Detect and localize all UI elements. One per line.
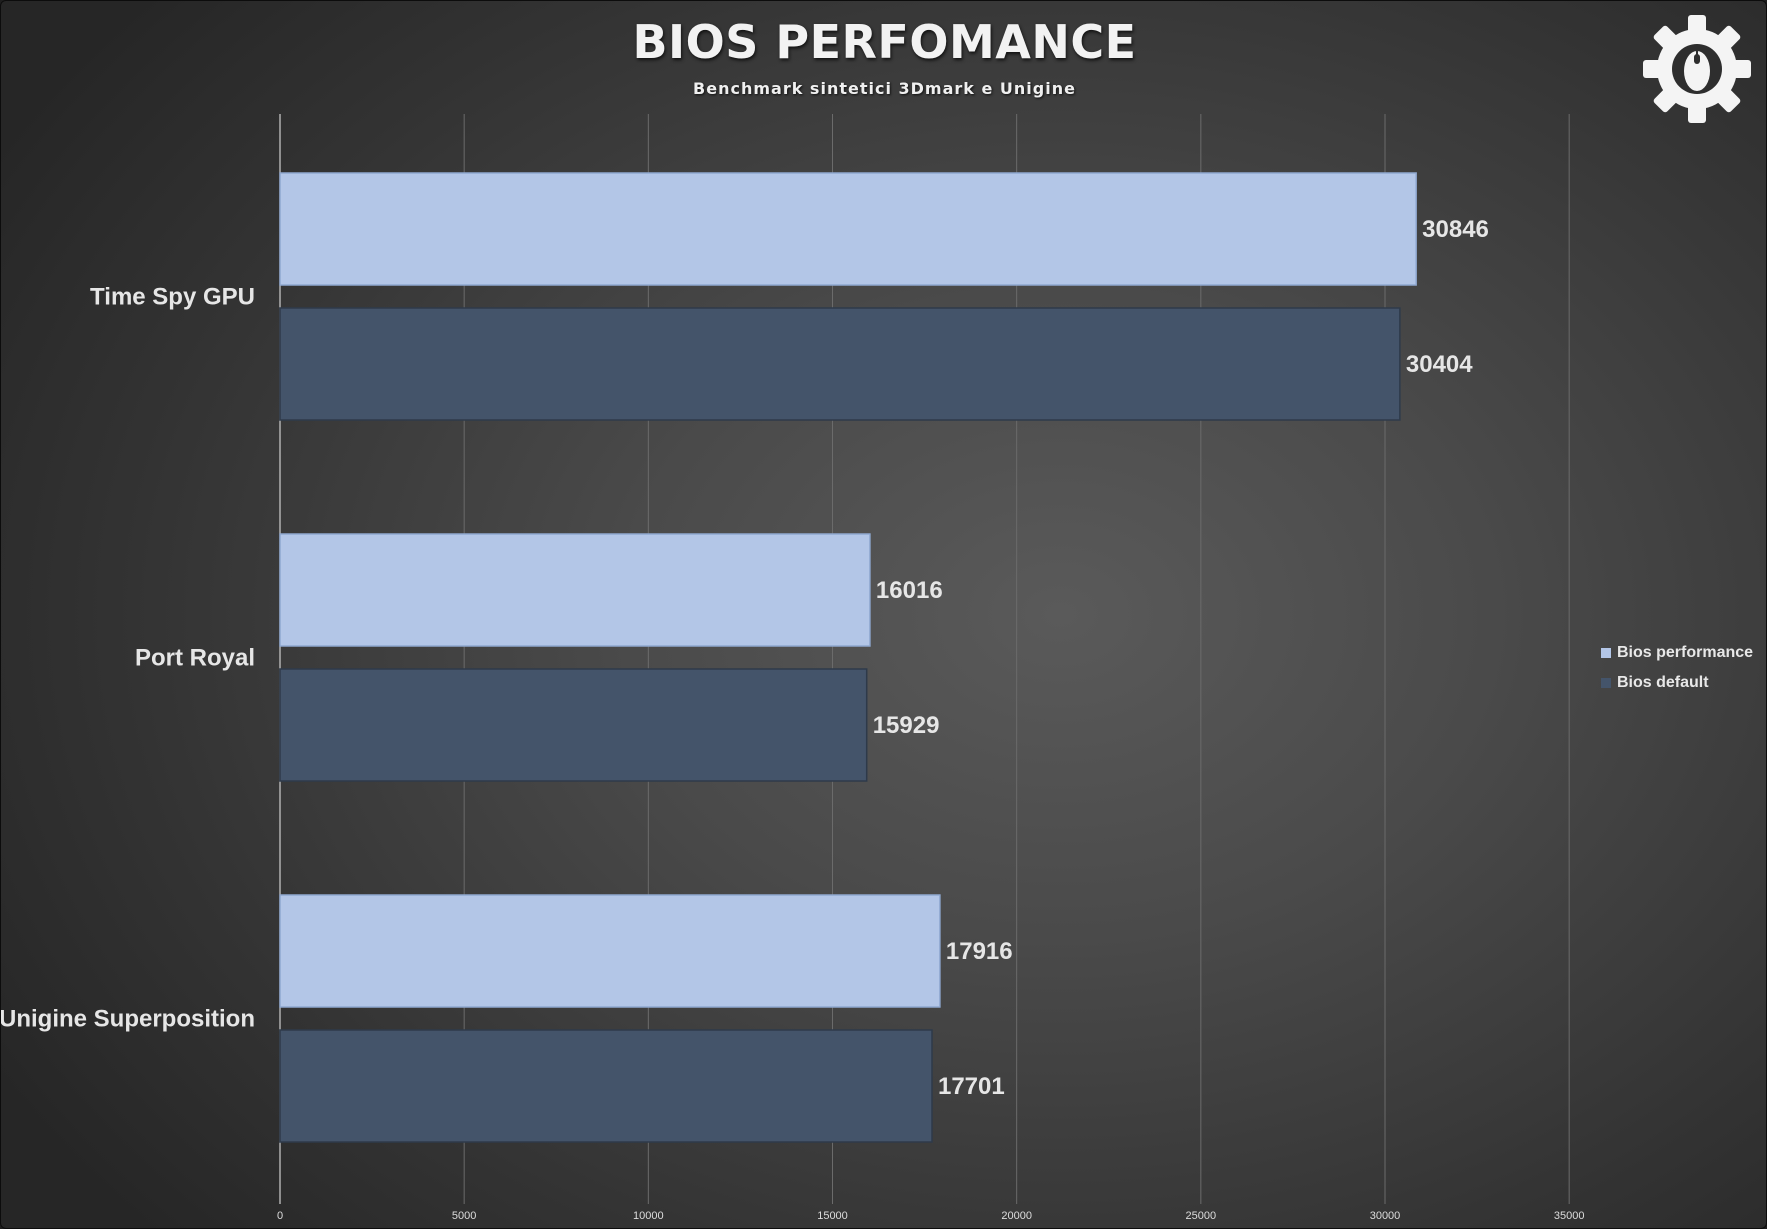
x-tick-label: 30000	[1370, 1210, 1401, 1222]
chart-subtitle: Benchmark sintetici 3Dmark e Unigine	[693, 79, 1076, 98]
chart-title: BIOS PERFOMANCE	[632, 15, 1137, 69]
bar	[279, 1029, 933, 1143]
legend-item-bios-performance: Bios performance	[1601, 638, 1753, 668]
bar	[279, 668, 868, 782]
data-label: 30846	[1422, 216, 1489, 243]
data-label: 15929	[873, 712, 940, 739]
bar	[279, 533, 871, 647]
x-tick-label: 20000	[1001, 1210, 1032, 1222]
legend-item-bios-default: Bios default	[1601, 668, 1753, 698]
legend-label-bios-default: Bios default	[1617, 674, 1709, 691]
data-label: 30404	[1406, 351, 1473, 378]
x-tick-label: 10000	[633, 1210, 664, 1222]
legend-swatch-bios-default	[1601, 678, 1611, 688]
x-tick-label: 25000	[1186, 1210, 1217, 1222]
category-label: Time Spy GPU	[90, 284, 255, 311]
bar	[279, 894, 941, 1008]
x-tick-label: 0	[277, 1210, 283, 1222]
data-label: 16016	[876, 577, 943, 604]
x-tick-label: 5000	[452, 1210, 476, 1222]
data-label: 17701	[938, 1073, 1005, 1100]
legend: Bios performance Bios default	[1601, 638, 1753, 698]
category-label: Port Royal	[135, 645, 255, 672]
x-tick-label: 35000	[1554, 1210, 1585, 1222]
gear-mouse-icon	[1643, 15, 1751, 123]
legend-label-bios-performance: Bios performance	[1617, 644, 1754, 661]
bar	[279, 307, 1401, 421]
x-tick-label: 15000	[817, 1210, 848, 1222]
data-label: 17916	[946, 938, 1013, 965]
bar	[279, 172, 1417, 286]
category-label: Unigine Superposition	[1, 1006, 255, 1033]
legend-swatch-bios-performance	[1601, 648, 1611, 658]
